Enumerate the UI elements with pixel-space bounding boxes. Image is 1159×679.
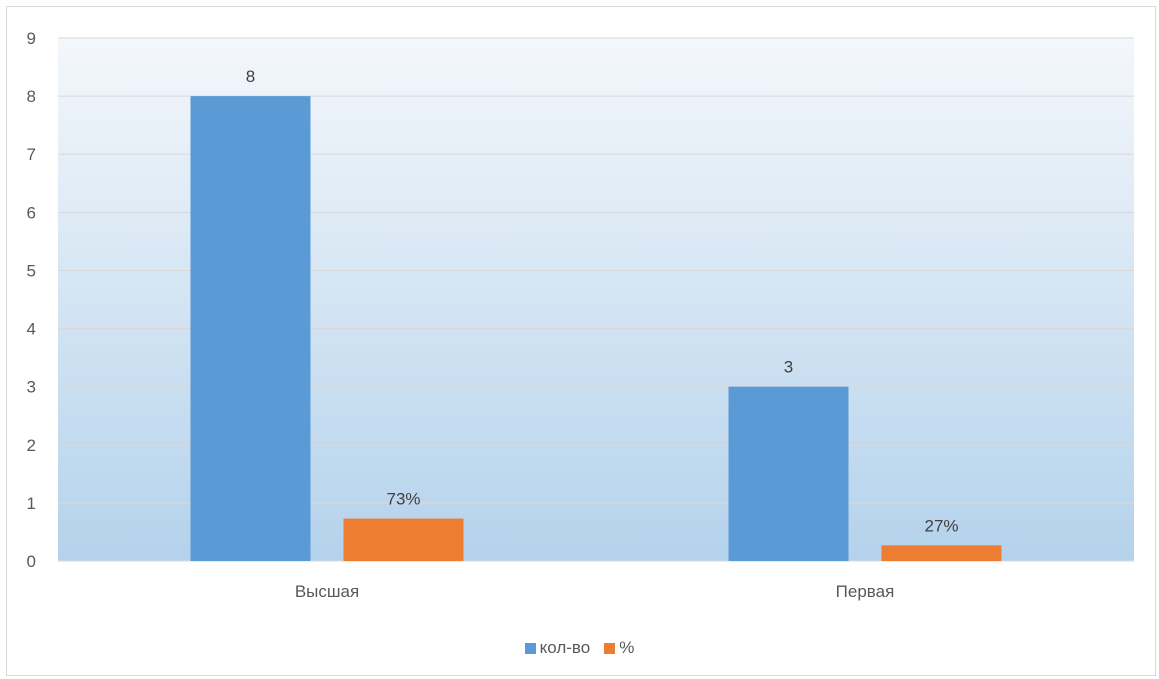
y-tick-label: 6 [27, 203, 36, 222]
data-label: 8 [246, 67, 255, 86]
bars [190, 96, 1002, 561]
y-axis-ticks: 0 1 2 3 4 5 6 7 8 9 [27, 29, 36, 571]
data-labels: 8 73% 3 27% [246, 67, 959, 535]
y-tick-label: 5 [27, 261, 36, 280]
legend-label: кол-во [539, 638, 591, 657]
y-tick-label: 7 [27, 145, 36, 164]
legend-item: кол-во [524, 638, 591, 658]
legend-swatch [604, 642, 616, 654]
y-tick-label: 0 [27, 552, 36, 571]
y-tick-label: 1 [27, 494, 36, 513]
legend-label: % [619, 638, 635, 657]
legend-item: % [604, 638, 634, 658]
x-category-label: Высшая [295, 582, 359, 601]
y-tick-label: 8 [27, 87, 36, 106]
data-label: 3 [784, 358, 793, 377]
data-label: 27% [924, 516, 958, 535]
bar [728, 386, 849, 561]
data-label: 73% [386, 490, 420, 509]
x-axis-categories: Высшая Первая [295, 582, 895, 601]
bar [343, 518, 464, 561]
bar [190, 96, 311, 561]
y-tick-label: 3 [27, 378, 36, 397]
y-tick-label: 4 [27, 320, 36, 339]
x-category-label: Первая [836, 582, 895, 601]
y-tick-label: 2 [27, 436, 36, 455]
legend: кол-во% [0, 636, 1159, 660]
y-tick-label: 9 [27, 29, 36, 48]
legend-swatch [524, 642, 536, 654]
bar [881, 545, 1002, 561]
